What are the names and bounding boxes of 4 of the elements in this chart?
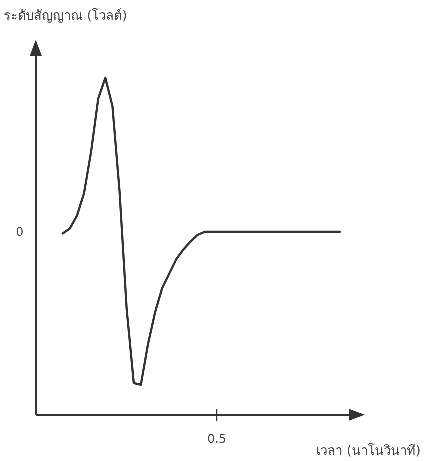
text: 0.5 xyxy=(207,432,227,446)
y-axis-title: ระดับสัญญาณ (โวลต์) xyxy=(4,8,128,24)
x-axis-title: เวลา (นาโนวินาที) xyxy=(316,443,421,459)
text: 0 xyxy=(16,225,24,239)
